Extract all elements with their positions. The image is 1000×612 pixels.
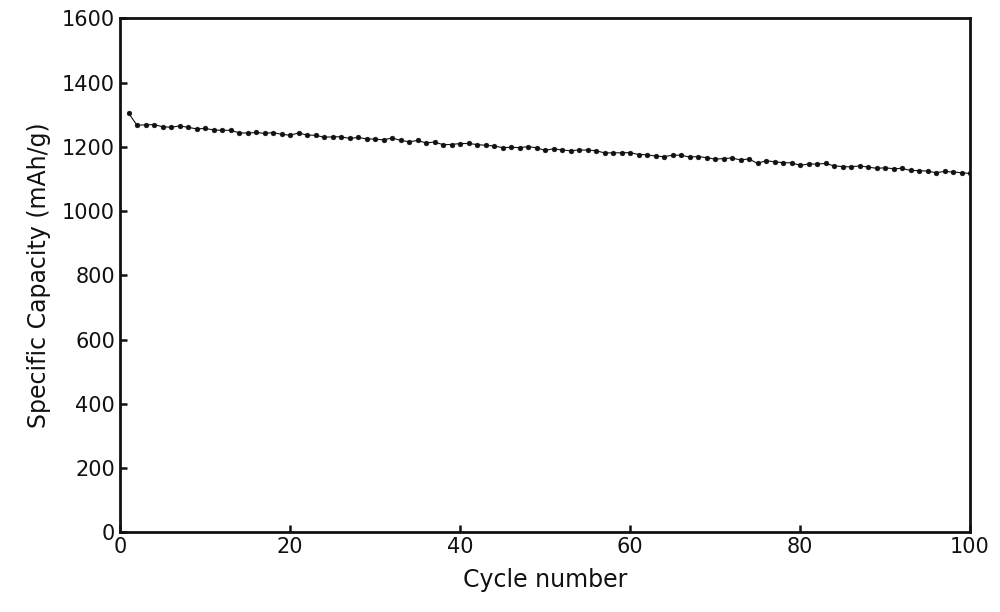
Y-axis label: Specific Capacity (mAh/g): Specific Capacity (mAh/g) [27, 122, 51, 428]
X-axis label: Cycle number: Cycle number [463, 569, 627, 592]
